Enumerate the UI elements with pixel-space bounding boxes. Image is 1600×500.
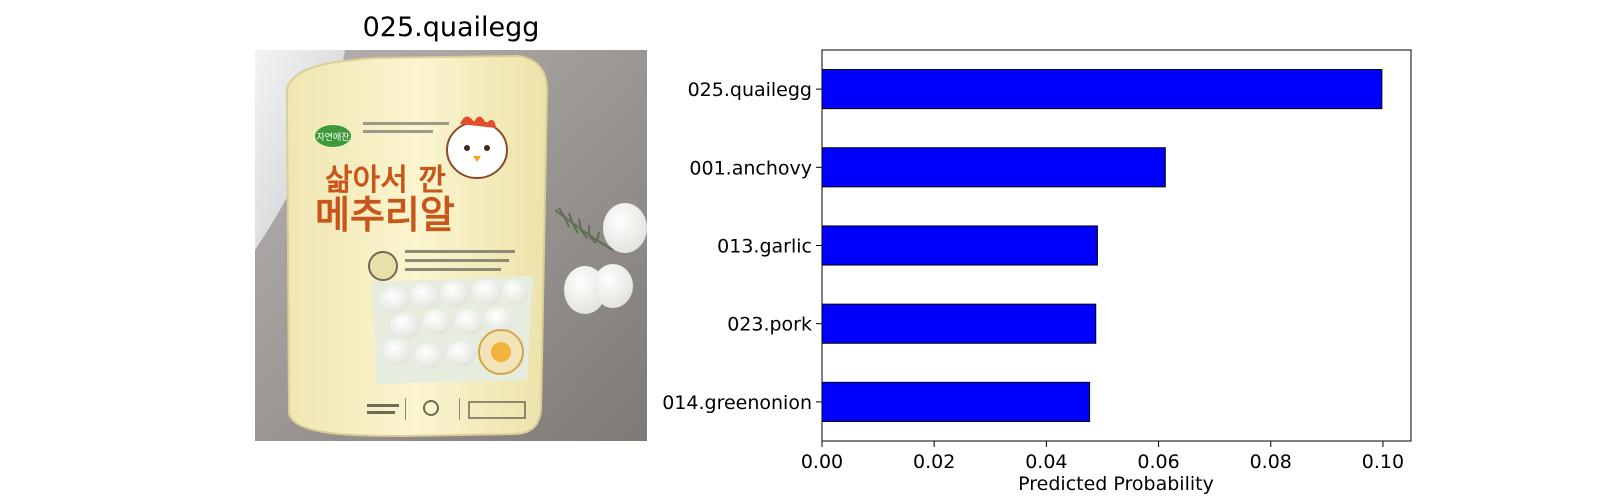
y-tick-label: 023.pork (727, 314, 812, 336)
bar-023.pork (821, 303, 1097, 344)
svg-text:메추리알: 메추리알 (315, 193, 455, 237)
bar-013.garlic (821, 225, 1098, 266)
brand-logo (315, 125, 351, 147)
x-axis-label: Predicted Probability (1018, 473, 1214, 495)
bar-001.anchovy (821, 147, 1166, 188)
eggs-in-window (380, 279, 528, 369)
svg-text:삶아서 깐: 삶아서 깐 (325, 163, 446, 198)
chick-mascot (446, 116, 508, 179)
svg-text:자연애찬: 자연애찬 (316, 132, 349, 143)
rosemary-sprig (554, 207, 614, 251)
y-tick-label: 025.quailegg (688, 79, 812, 101)
product-photo: 자연애찬 삶아서 깐 메추리알 (255, 50, 647, 441)
x-tick-label: 0.02 (913, 451, 955, 473)
loose-eggs (564, 203, 647, 314)
y-tick-label: 001.anchovy (689, 157, 812, 179)
bar-014.greenonion (821, 381, 1091, 422)
x-tick-label: 0.08 (1250, 451, 1292, 473)
bar-025.quailegg (821, 69, 1383, 110)
y-tick-label: 013.garlic (717, 236, 812, 258)
quail-egg-package-illustration: 자연애찬 삶아서 깐 메추리알 (255, 50, 647, 441)
x-tick-label: 0.06 (1137, 451, 1179, 473)
y-tick-label: 014.greenonion (662, 392, 812, 414)
quality-seal (368, 251, 398, 281)
egg-package: 자연애찬 삶아서 깐 메추리알 (285, 54, 549, 438)
x-tick-label: 0.00 (801, 451, 843, 473)
x-tick-label: 0.10 (1362, 451, 1404, 473)
x-tick-label: 0.04 (1025, 451, 1067, 473)
image-title: 025.quailegg (362, 12, 540, 43)
plot-frame (821, 49, 1412, 442)
